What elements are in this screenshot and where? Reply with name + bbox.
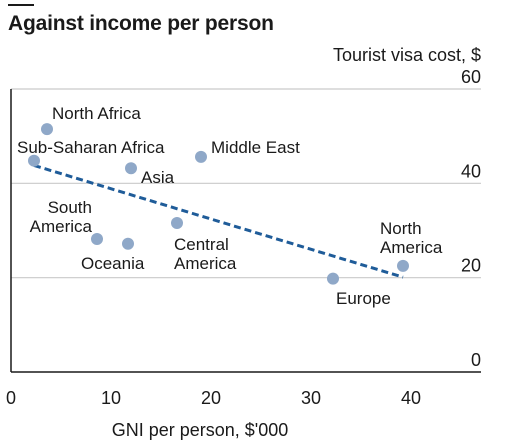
label-europe: Europe — [336, 289, 391, 308]
label-south-america: South America — [30, 198, 93, 236]
x-tick-label-40: 40 — [401, 388, 421, 408]
label-middle-east: Middle East — [211, 138, 300, 157]
point-labels: North Africa Sub-Saharan Africa Asia Middle… — [17, 104, 443, 308]
y-tick-label-40: 40 — [461, 161, 481, 181]
y-tick-label-20: 20 — [461, 256, 481, 276]
x-tick-label-10: 10 — [101, 388, 121, 408]
x-tick-labels: 0 10 20 30 40 — [6, 388, 421, 408]
point-sub-saharan-africa — [28, 154, 40, 167]
y-tick-label-0: 0 — [471, 350, 481, 370]
chart-title: Against income per person — [8, 12, 274, 35]
point-asia — [125, 162, 137, 175]
point-oceania — [122, 237, 134, 250]
label-sub-saharan-africa: Sub-Saharan Africa — [17, 138, 165, 157]
x-axis-label: GNI per person, $'000 — [112, 420, 289, 440]
y-tick-label-60: 60 — [461, 67, 481, 87]
data-points — [28, 123, 409, 285]
point-north-africa — [41, 123, 53, 136]
point-central-america — [171, 216, 183, 229]
label-central-america: Central America — [174, 235, 237, 273]
x-tick-label-30: 30 — [301, 388, 321, 408]
y-axis-label: Tourist visa cost, $ — [333, 45, 481, 65]
title-rule — [8, 4, 34, 6]
y-tick-labels: 0 20 40 60 — [461, 67, 481, 370]
trend-line — [33, 163, 404, 279]
label-asia: Asia — [141, 168, 175, 187]
point-europe — [327, 272, 339, 285]
x-tick-label-20: 20 — [201, 388, 221, 408]
point-north-america — [397, 259, 409, 272]
label-north-america: North America — [380, 219, 443, 257]
label-oceania: Oceania — [81, 254, 145, 273]
point-middle-east — [195, 150, 207, 163]
label-north-africa: North Africa — [52, 104, 141, 123]
point-south-america — [91, 232, 103, 245]
x-tick-label-0: 0 — [6, 388, 16, 408]
